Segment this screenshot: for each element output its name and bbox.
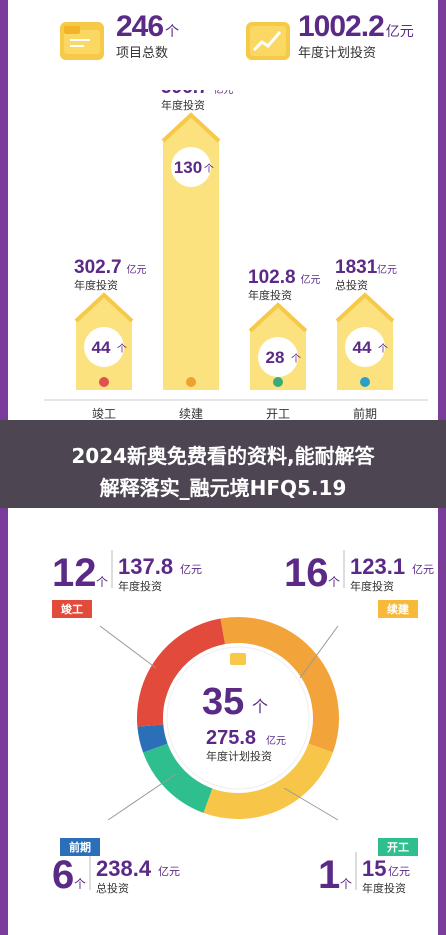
slice-tag-2: 续建: [387, 602, 410, 616]
slice-count-4: 6: [52, 853, 74, 897]
leader-line-4: [107, 773, 177, 821]
bar-dot-2: [186, 377, 196, 387]
count-label-3: 28: [266, 348, 285, 367]
slice-value-4: 238.4: [96, 856, 152, 881]
count-label-2: 130: [174, 158, 202, 177]
projects-label: 项目总数: [116, 45, 169, 60]
slice-tag-4: 前期: [69, 840, 91, 854]
slice-value-unit-4: 亿元: [158, 865, 180, 878]
top-panel: 246 个 项目总数 1002.2 亿元 年度计划投资 44 个 302.7 亿元 年度投资…: [8, 0, 438, 420]
title-banner: 2024新奥免费看的资料,能耐解答 解释落实_融元境HFQ5.19: [0, 420, 446, 508]
bar-chart: 44个302.7亿元年度投资竣工130个596.7亿元年度投资续建28个102.…: [44, 90, 428, 420]
slice-tag-1: 竣工: [61, 602, 83, 616]
count-unit-4: 个: [378, 343, 388, 355]
count-label-4: 44: [353, 338, 372, 357]
leader-line-3: [283, 787, 339, 821]
slice-value-2: 123.1: [350, 554, 405, 579]
slice-value-label-1: 年度投资: [118, 579, 162, 593]
projects-stat: 246 个 项目总数: [116, 10, 179, 61]
bar-value-3: 102.8: [248, 267, 296, 288]
count-circle-3: [258, 337, 298, 377]
slice-value-1: 137.8: [118, 554, 173, 579]
category-label-3: 开工: [266, 407, 290, 420]
count-circle-2: [171, 147, 211, 187]
ring-arc-1: [220, 617, 339, 753]
slice-count-2: 16: [284, 551, 329, 595]
bottom-panel: 35 个 275.8 亿元 年度计划投资 12 个 137.8 亿元 年度投资 竣工 16 个 123.1…: [8, 508, 438, 935]
count-circle-4: [345, 327, 385, 367]
bar-value-4: 1831: [335, 257, 378, 278]
count-circle-1: [84, 327, 124, 367]
slice-tag-bg-3: [378, 838, 418, 856]
bar-roof-1: [74, 292, 134, 323]
count-label-1: 44: [92, 338, 111, 357]
center-label: 年度计划投资: [206, 749, 272, 763]
slice-count-unit-2: 个: [328, 575, 340, 589]
category-label-4: 前期: [353, 406, 377, 420]
slice-value-label-4: 总投资: [96, 881, 129, 895]
bar-roof-4: [335, 292, 395, 323]
bar-value-2: 596.7: [161, 90, 209, 98]
folder-small-icon: [230, 653, 246, 665]
bar-value-label-4: 总投资: [335, 278, 368, 292]
count-unit-3: 个: [291, 353, 301, 365]
investment-unit: 亿元: [385, 23, 414, 39]
bar-value-label-1: 年度投资: [74, 278, 118, 292]
ring-arc-4: [137, 724, 168, 753]
center-count-unit: 个: [252, 697, 268, 716]
chart-growth-icon: [246, 22, 290, 60]
bar-dot-4: [360, 377, 370, 387]
slice-tag-3: 开工: [387, 841, 409, 854]
bar-dot-3: [273, 377, 283, 387]
ring-arc-3: [143, 743, 213, 813]
bar-value-1: 302.7: [74, 257, 122, 278]
center-count: 35: [202, 681, 244, 723]
count-unit-1: 个: [117, 343, 127, 355]
slice-tag-bg-2: [378, 600, 418, 618]
slice-value-label-2: 年度投资: [350, 579, 394, 593]
ring-arc-5: [137, 618, 226, 727]
category-label-2: 续建: [179, 407, 203, 420]
investment-value: 1002.2: [298, 10, 385, 43]
count-unit-2: 个: [204, 163, 214, 175]
projects-value: 246: [116, 10, 164, 43]
slice-tag-bg-1: [52, 600, 92, 618]
slice-value-3: 15: [362, 856, 386, 881]
bar-dot-1: [99, 377, 109, 387]
banner-line-2: 解释落实_融元境HFQ5.19: [99, 476, 347, 500]
slice-count-unit-1: 个: [96, 575, 108, 589]
bar-value-label-3: 年度投资: [248, 288, 292, 302]
slice-count-unit-3: 个: [340, 877, 352, 891]
banner-line-1: 2024新奥免费看的资料,能耐解答: [71, 444, 375, 468]
slice-value-unit-3: 亿元: [388, 865, 410, 878]
leader-line-1: [99, 625, 157, 669]
bar-value-unit-2: 亿元: [214, 90, 234, 96]
category-label-1: 竣工: [92, 406, 116, 420]
slice-value-unit-2: 亿元: [412, 563, 434, 576]
ring-inner: [166, 646, 310, 790]
bar-value-unit-1: 亿元: [127, 263, 147, 276]
slice-count-1: 12: [52, 551, 97, 595]
leader-line-2: [299, 625, 339, 679]
bar-value-label-2: 年度投资: [161, 98, 205, 112]
slice-value-label-3: 年度投资: [362, 881, 406, 895]
bar-2: [163, 115, 219, 390]
investment-stat: 1002.2 亿元 年度计划投资: [298, 10, 414, 61]
investment-label: 年度计划投资: [298, 45, 377, 60]
slice-count-3: 1: [318, 853, 340, 897]
slice-count-unit-4: 个: [74, 877, 86, 891]
center-value: 275.8: [206, 727, 256, 749]
bar-roof-3: [248, 302, 308, 333]
folder-icon: [60, 22, 104, 60]
slice-tag-bg-4: [60, 838, 100, 856]
projects-unit: 个: [165, 23, 180, 39]
ring-arc-2: [203, 743, 333, 819]
bar-roof-2: [161, 112, 221, 143]
center-value-unit: 亿元: [266, 734, 286, 747]
bar-value-unit-3: 亿元: [301, 273, 321, 286]
slice-value-unit-1: 亿元: [180, 563, 202, 576]
bar-value-unit-4: 亿元: [377, 263, 397, 276]
